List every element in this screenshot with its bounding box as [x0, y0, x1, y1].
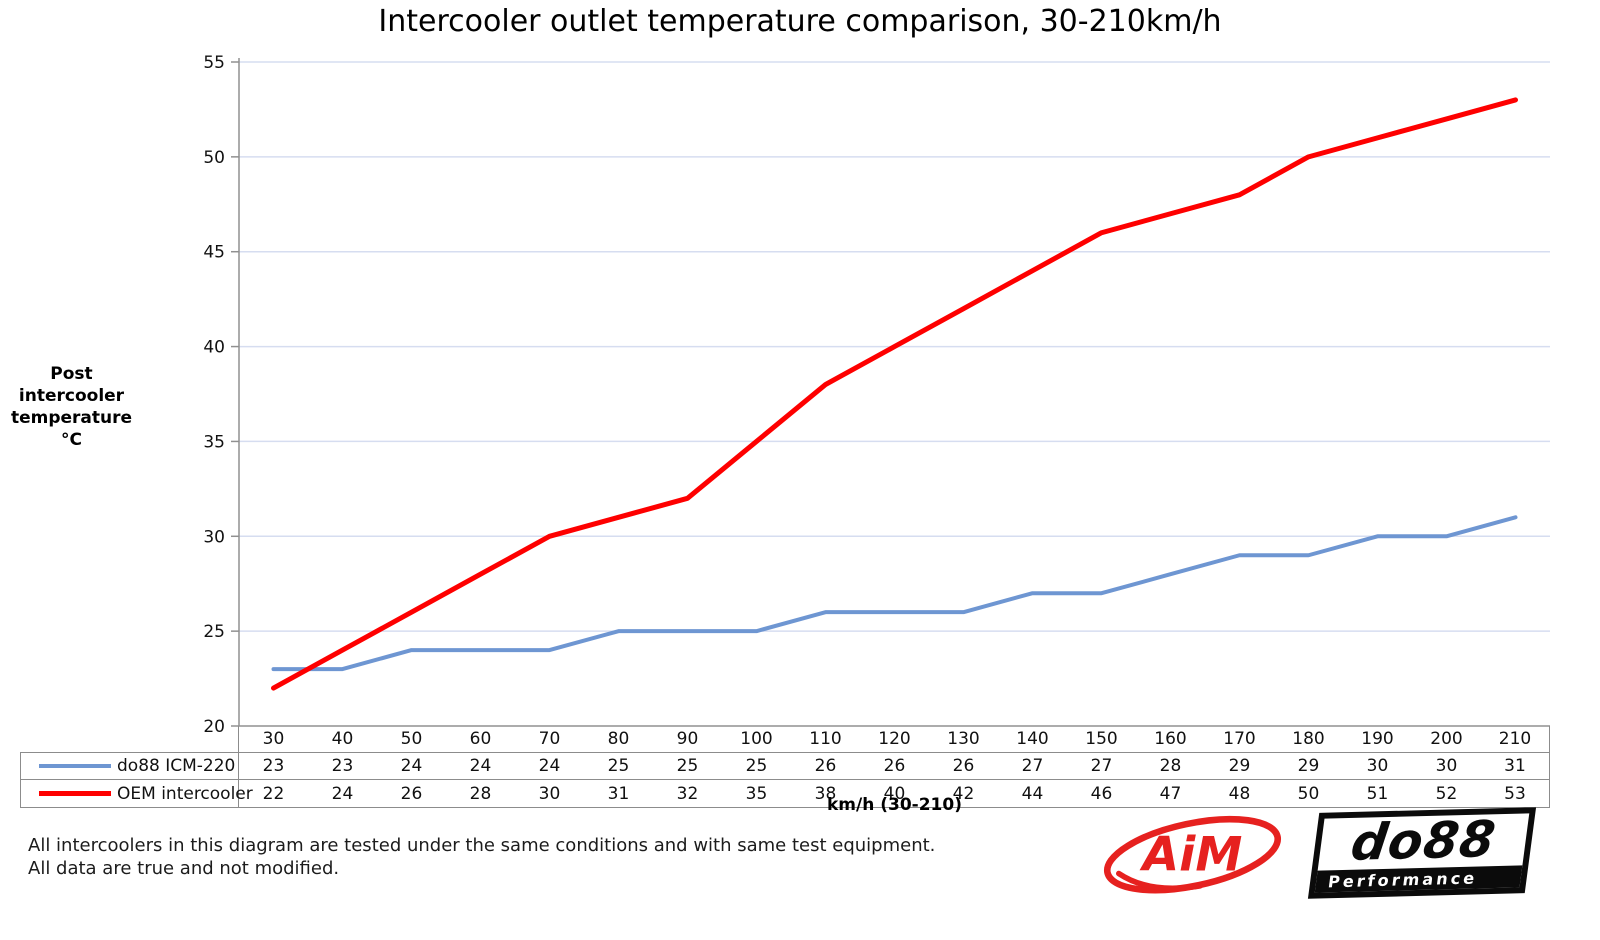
y-tick-label-45: 45: [203, 243, 225, 263]
value-cell-oem-intercooler-180: 50: [1274, 780, 1343, 808]
value-cell-do88-icm-220-120: 26: [860, 753, 929, 780]
x-tick-label-40: 40: [308, 726, 377, 753]
x-tick-label-90: 90: [653, 726, 722, 753]
value-cell-oem-intercooler-70: 30: [515, 780, 584, 808]
footer-line2: All data are true and not modified.: [28, 858, 340, 879]
do88-icm-220-line-swatch: [39, 764, 111, 768]
y-tick-label-25: 25: [203, 622, 225, 642]
x-tick-label-140: 140: [998, 726, 1067, 753]
y-axis-title-line1: Post intercooler: [18, 364, 125, 406]
value-cell-oem-intercooler-80: 31: [584, 780, 653, 808]
do88-logo-performance-bar: Performance: [1314, 865, 1523, 893]
y-axis-title: Post intercooler temperature °C: [4, 363, 139, 451]
x-tick-label-190: 190: [1343, 726, 1412, 753]
value-cell-do88-icm-220-100: 25: [722, 753, 791, 780]
value-cell-do88-icm-220-70: 24: [515, 753, 584, 780]
x-tick-label-30: 30: [239, 726, 308, 753]
value-cell-oem-intercooler-30: 22: [239, 780, 308, 808]
value-cell-do88-icm-220-190: 30: [1343, 753, 1412, 780]
chart-title: Intercooler outlet temperature compariso…: [378, 4, 1222, 39]
do88-logo-text: do88: [1347, 810, 1500, 872]
x-tick-label-150: 150: [1067, 726, 1136, 753]
aim-logo-swoosh: [1116, 870, 1203, 892]
value-cell-oem-intercooler-170: 48: [1205, 780, 1274, 808]
value-cell-oem-intercooler-190: 51: [1343, 780, 1412, 808]
series-line-do88-icm-220: [271, 515, 1518, 672]
value-cell-do88-icm-220-150: 27: [1067, 753, 1136, 780]
x-tick-label-110: 110: [791, 726, 860, 753]
value-cell-oem-intercooler-120: 40: [860, 780, 929, 808]
x-tick-label-210: 210: [1481, 726, 1550, 753]
oem-intercooler-line-swatch: [39, 791, 111, 796]
aim-logo-text: AiM: [1139, 828, 1243, 883]
aim-logo: AiM: [1103, 815, 1282, 894]
x-tick-label-180: 180: [1274, 726, 1343, 753]
series-line-oem-intercooler: [271, 97, 1518, 691]
value-cell-oem-intercooler-130: 42: [929, 780, 998, 808]
table-corner-spacer: [20, 726, 239, 753]
value-cell-oem-intercooler-200: 52: [1412, 780, 1481, 808]
legend-cell-do88-icm-220: do88 ICM-220: [20, 753, 239, 780]
x-tick-label-70: 70: [515, 726, 584, 753]
x-tick-label-170: 170: [1205, 726, 1274, 753]
do88-icm-220-legend-label: do88 ICM-220: [117, 756, 236, 776]
value-cell-do88-icm-220-50: 24: [377, 753, 446, 780]
value-cell-oem-intercooler-90: 32: [653, 780, 722, 808]
value-cell-do88-icm-220-160: 28: [1136, 753, 1205, 780]
value-cell-do88-icm-220-90: 25: [653, 753, 722, 780]
y-axis-title-line2: temperature °C: [10, 408, 133, 450]
value-cell-do88-icm-220-130: 26: [929, 753, 998, 780]
x-tick-label-120: 120: [860, 726, 929, 753]
y-tick-label-20: 20: [203, 717, 225, 737]
value-cell-do88-icm-220-200: 30: [1412, 753, 1481, 780]
x-tick-label-200: 200: [1412, 726, 1481, 753]
value-cell-oem-intercooler-100: 35: [722, 780, 791, 808]
value-cell-oem-intercooler-60: 28: [446, 780, 515, 808]
value-cell-oem-intercooler-160: 47: [1136, 780, 1205, 808]
value-cell-oem-intercooler-40: 24: [308, 780, 377, 808]
y-tick-label-55: 55: [203, 53, 225, 73]
x-tick-label-60: 60: [446, 726, 515, 753]
do88-logo: do88 Performance: [1307, 807, 1537, 899]
y-tick-label-40: 40: [203, 338, 225, 358]
value-cell-do88-icm-220-180: 29: [1274, 753, 1343, 780]
value-cell-do88-icm-220-40: 23: [308, 753, 377, 780]
footer-line1: All intercoolers in this diagram are tes…: [28, 835, 936, 856]
value-cell-oem-intercooler-140: 44: [998, 780, 1067, 808]
value-cell-do88-icm-220-60: 24: [446, 753, 515, 780]
value-cell-oem-intercooler-50: 26: [377, 780, 446, 808]
footer-disclaimer: All intercoolers in this diagram are tes…: [28, 834, 935, 880]
value-cell-oem-intercooler-150: 46: [1067, 780, 1136, 808]
value-cell-do88-icm-220-80: 25: [584, 753, 653, 780]
y-tick-label-50: 50: [203, 148, 225, 168]
value-cell-do88-icm-220-30: 23: [239, 753, 308, 780]
x-tick-label-160: 160: [1136, 726, 1205, 753]
value-cell-do88-icm-220-170: 29: [1205, 753, 1274, 780]
legend-cell-oem-intercooler: OEM intercooler: [20, 780, 253, 808]
x-tick-label-50: 50: [377, 726, 446, 753]
value-cell-do88-icm-220-140: 27: [998, 753, 1067, 780]
x-tick-label-100: 100: [722, 726, 791, 753]
x-tick-label-130: 130: [929, 726, 998, 753]
value-cell-do88-icm-220-210: 31: [1481, 753, 1550, 780]
x-axis-title: km/h (30-210): [827, 795, 962, 815]
value-cell-do88-icm-220-110: 26: [791, 753, 860, 780]
chart-data-table: 30 40 50 60 70 80 90 100 110 120 130 140 150 160 170 18…: [20, 726, 1550, 808]
oem-intercooler-legend-label: OEM intercooler: [117, 783, 253, 804]
x-tick-label-80: 80: [584, 726, 653, 753]
y-tick-label-35: 35: [203, 432, 225, 452]
value-cell-oem-intercooler-110: 38: [791, 780, 860, 808]
y-tick-label-30: 30: [203, 527, 225, 547]
